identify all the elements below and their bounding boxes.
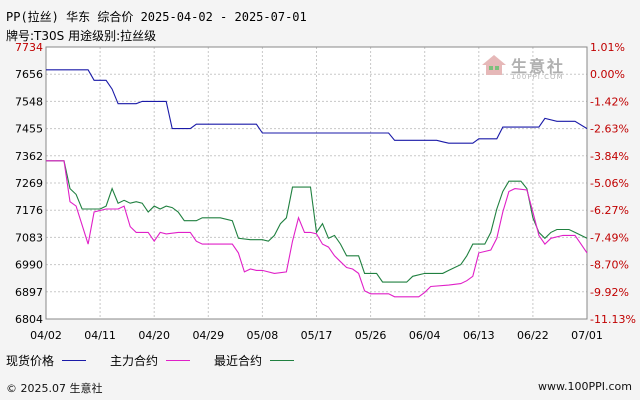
y-right-tick-label: -8.70%: [590, 259, 629, 272]
legend-swatch-spot: [62, 360, 87, 361]
legend-label-spot: 现货价格: [6, 354, 55, 368]
y-right-tick-label: -7.49%: [590, 231, 629, 244]
x-tick-label: 06/22: [517, 329, 549, 342]
y-right-tick-label: -2.63%: [590, 123, 629, 136]
logo-name: 生意社: [511, 57, 566, 76]
plot-frame: [45, 46, 588, 320]
legend-swatch-recent: [270, 360, 295, 361]
x-tick-label: 04/29: [192, 329, 224, 342]
x-tick-label: 05/26: [355, 329, 387, 342]
y-tick-label: 6897: [15, 286, 43, 299]
y-tick-label: 6804: [15, 313, 43, 326]
x-tick-label: 06/13: [463, 329, 495, 342]
footer-copyright: © 2025.07 生意社: [6, 382, 103, 395]
y-tick-label: 7176: [15, 204, 43, 217]
x-tick-label: 05/08: [247, 329, 279, 342]
chart-title: PP(拉丝) 华东 综合价 2025-04-02 - 2025-07-01: [6, 10, 307, 24]
spot-price-line: [46, 69, 588, 144]
y-tick-label: 7734: [15, 41, 43, 54]
legend-item-main: 主力合约: [108, 352, 200, 369]
legend-item-spot: 现货价格: [6, 352, 96, 369]
x-tick-label: 05/17: [301, 329, 333, 342]
x-tick-label: 04/11: [84, 329, 116, 342]
y-right-tick-label: -11.13%: [590, 313, 636, 326]
y-right-tick-label: -3.84%: [590, 150, 629, 163]
y-tick-label: 7656: [15, 68, 43, 81]
x-tick-label: 06/04: [409, 329, 441, 342]
footer: © 2025.07 生意社 www.100PPI.com: [0, 378, 640, 400]
y-tick-label: 7083: [15, 231, 43, 244]
y-right-tick-label: -1.42%: [590, 95, 629, 108]
x-tick-label: 04/20: [138, 329, 170, 342]
house-logo-icon: [482, 55, 506, 75]
y-tick-label: 7548: [15, 95, 43, 108]
legend-item-recent: 最近合约: [212, 352, 304, 369]
y-right-tick-label: 0.00%: [590, 68, 625, 81]
y-right-tick-label: -6.27%: [590, 204, 629, 217]
y-tick-label: 7455: [15, 123, 43, 136]
chart-legend: 现货价格 主力合约 最近合约: [6, 352, 316, 369]
footer-site-link[interactable]: www.100PPI.com: [538, 380, 632, 393]
logo-url: 100PPI.COM: [511, 73, 564, 81]
legend-swatch-main: [166, 360, 191, 361]
y-tick-label: 7362: [15, 150, 43, 163]
y-tick-label: 6990: [15, 259, 43, 272]
legend-label-main: 主力合约: [110, 354, 159, 368]
chart-subtitle: 牌号:T30S 用途级别:拉丝级: [6, 29, 157, 43]
y-tick-label: 7269: [15, 177, 43, 190]
y-right-tick-label: 1.01%: [590, 41, 625, 54]
y-right-tick-label: -9.92%: [590, 286, 629, 299]
y-right-tick-label: -5.06%: [590, 177, 629, 190]
main-contract-line: [46, 160, 588, 298]
x-tick-label: 04/02: [30, 329, 62, 342]
legend-label-recent: 最近合约: [214, 354, 263, 368]
x-tick-label: 07/01: [571, 329, 603, 342]
recent-contract-line: [46, 160, 588, 283]
logo: 生意社 100PPI.COM: [481, 53, 566, 81]
